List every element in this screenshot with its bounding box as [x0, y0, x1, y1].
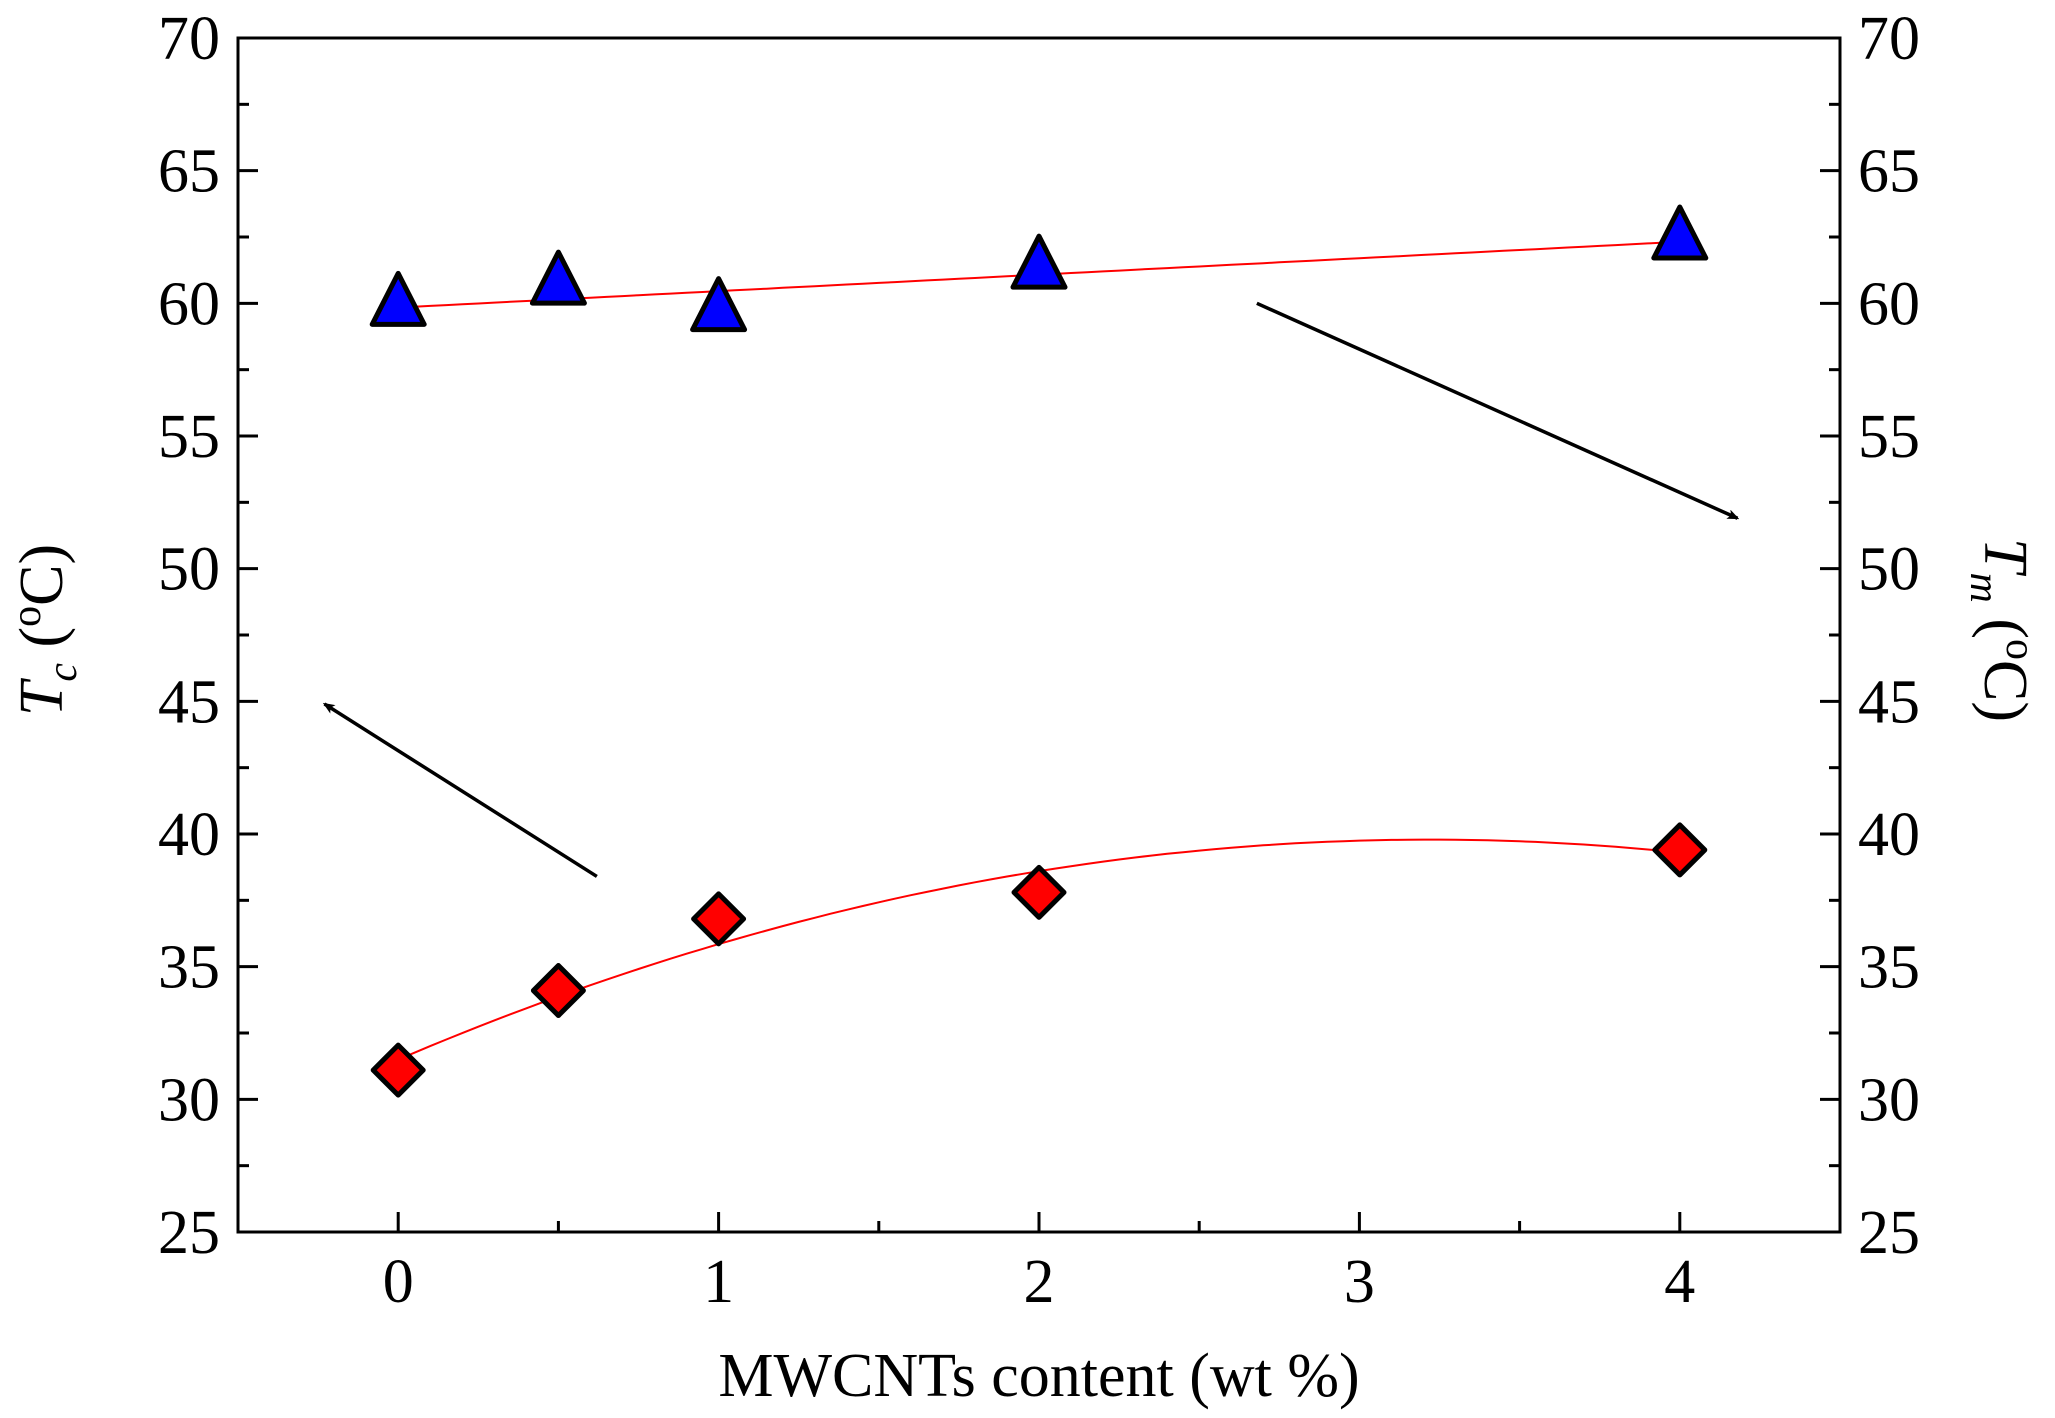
right-y-tick-label: 25: [1858, 1199, 1920, 1267]
x-axis-title: MWCNTs content (wt %): [718, 1342, 1359, 1410]
left-y-tick-label: 40: [158, 801, 220, 869]
tc-data-point: [1011, 864, 1067, 920]
x-tick-label: 3: [1344, 1248, 1375, 1316]
left-y-tick-label: 70: [158, 5, 220, 73]
left-y-axis-title: Tc (oC): [4, 544, 86, 716]
axis-tick-labels: 0 1 2 3 4 25 25 30 30 35 35 40 40 45 45 50 50 55 55 60 60 65 6…: [158, 5, 1920, 1316]
left-y-axis-symbol: T: [8, 677, 76, 716]
tc-data-point: [530, 963, 586, 1019]
data-markers: [369, 204, 1709, 1098]
plot-area-frame: [236, 36, 1842, 1234]
arrow-to-left-axis: [322, 702, 598, 878]
right-y-tick-label: 55: [1858, 403, 1920, 471]
right-y-tick-label: 70: [1858, 5, 1920, 73]
right-y-tick-label: 65: [1858, 138, 1920, 206]
right-y-axis-subscript: m: [1961, 572, 2007, 602]
annotation-arrows: [322, 301, 1740, 878]
tm-data-point: [1651, 204, 1709, 261]
right-y-tick-label: 60: [1858, 270, 1920, 338]
left-y-axis-unit-close: C): [8, 544, 76, 606]
x-tick-label: 0: [383, 1248, 414, 1316]
right-y-tick-label: 30: [1858, 1066, 1920, 1134]
tm-data-point: [690, 276, 748, 333]
x-tick-label: 2: [1024, 1248, 1055, 1316]
left-y-tick-label: 30: [158, 1066, 220, 1134]
left-y-axis-unit-open: (: [8, 627, 76, 663]
tc-data-point: [370, 1042, 426, 1098]
right-y-tick-label: 35: [1858, 934, 1920, 1002]
right-y-axis-title: Tm (oC): [1961, 538, 2043, 722]
x-tick-label: 1: [703, 1248, 734, 1316]
left-y-tick-label: 35: [158, 934, 220, 1002]
right-y-tick-label: 40: [1858, 801, 1920, 869]
right-y-axis-unit-open: (: [1971, 603, 2039, 639]
left-y-tick-label: 45: [158, 668, 220, 736]
left-y-tick-label: 50: [158, 536, 220, 604]
tm-data-point: [369, 270, 427, 327]
arrow-to-right-axis: [1256, 301, 1740, 520]
fit-curves: [397, 240, 1680, 1061]
right-y-axis-degree: o: [1997, 639, 2043, 660]
left-y-axis-degree: o: [4, 606, 50, 627]
x-tick-label: 4: [1664, 1248, 1695, 1316]
tm-data-point: [1010, 233, 1068, 290]
left-y-tick-label: 25: [158, 1199, 220, 1267]
left-y-tick-label: 65: [158, 138, 220, 206]
right-y-axis-symbol: T: [1971, 538, 2039, 577]
tc-data-point: [1652, 822, 1708, 878]
right-y-tick-label: 50: [1858, 536, 1920, 604]
right-y-tick-label: 45: [1858, 668, 1920, 736]
left-y-axis-subscript: c: [40, 663, 86, 682]
left-y-tick-label: 60: [158, 270, 220, 338]
tm-data-point: [529, 249, 587, 306]
left-y-tick-label: 55: [158, 403, 220, 471]
tc-data-point: [691, 891, 747, 947]
axis-ticks: [236, 36, 1842, 1234]
right-y-axis-unit-close: C): [1971, 660, 2039, 722]
